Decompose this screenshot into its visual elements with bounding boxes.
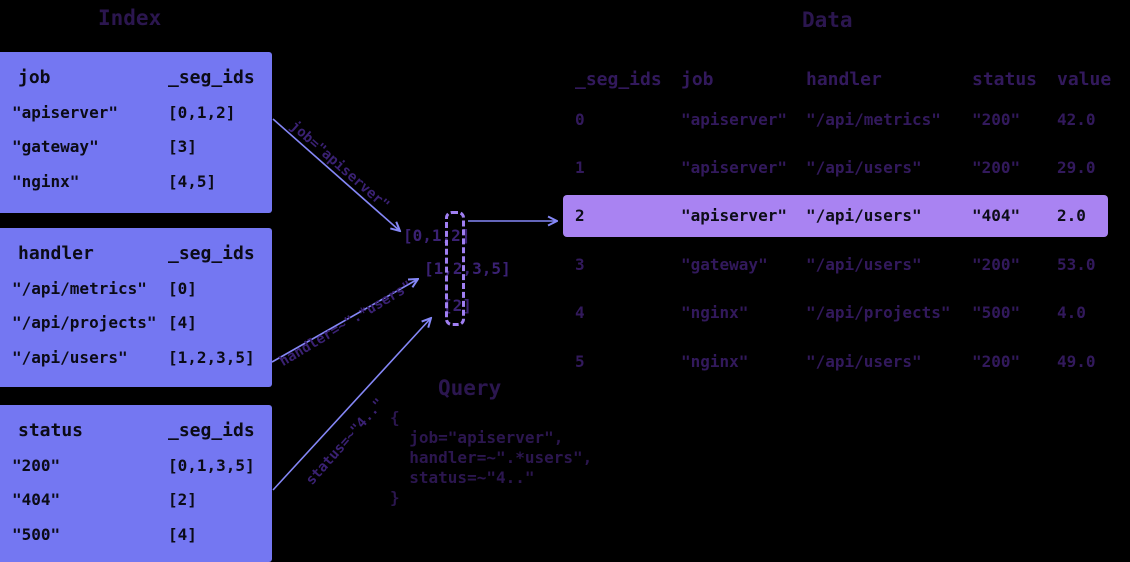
cell-handler: "/api/users" (806, 158, 922, 177)
table-row: 4 "nginx" "/api/projects" "500" 4.0 (563, 292, 1108, 334)
cell-status: "200" (972, 158, 1021, 177)
cell-value: 4.0 (1057, 303, 1086, 322)
table-row: 1 "apiserver" "/api/users" "200" 29.0 (563, 147, 1108, 189)
cell-status: "404" (972, 206, 1021, 225)
cell-handler: "/api/users" (806, 206, 922, 225)
cell-status: "200" (972, 352, 1021, 371)
box-key-header: handler (18, 243, 94, 264)
index-row-ids: [2] (168, 490, 197, 509)
arrow-job-lookup (272, 118, 400, 231)
index-row-ids: [0,1,2] (168, 103, 236, 122)
cell-value: 42.0 (1057, 110, 1096, 129)
data-table: _seg_ids job handler status value 0 "api… (563, 62, 1112, 387)
box-seg-header: _seg_ids (168, 67, 255, 88)
index-row-key: "500" (12, 525, 61, 544)
intersection-list-job: [0,1,2] (403, 226, 471, 245)
cell-handler: "/api/metrics" (806, 110, 941, 129)
col-header-seg-ids: _seg_ids (575, 69, 662, 90)
arrow-handler-lookup (271, 279, 418, 363)
index-row-ids: [4] (168, 313, 197, 332)
query-title: Query (438, 376, 502, 400)
index-row-key: "404" (12, 490, 61, 509)
index-row-key: "200" (12, 456, 61, 475)
cell-handler: "/api/projects" (806, 303, 951, 322)
box-seg-header: _seg_ids (168, 243, 255, 264)
cell-job: "nginx" (681, 352, 749, 371)
table-row: 5 "nginx" "/api/users" "200" 49.0 (563, 341, 1108, 383)
cell-value: 2.0 (1057, 206, 1086, 225)
index-row-ids: [0,1,3,5] (168, 456, 255, 475)
index-row-ids: [1,2,3,5] (168, 348, 255, 367)
cell-job: "nginx" (681, 303, 749, 322)
cell-job: "apiserver" (681, 110, 787, 129)
query-code: { job="apiserver", handler=~".*users", s… (390, 408, 593, 507)
table-row: 0 "apiserver" "/api/metrics" "200" 42.0 (563, 99, 1108, 141)
cell-seg-id: 0 (575, 110, 585, 129)
cell-value: 29.0 (1057, 158, 1096, 177)
cell-seg-id: 1 (575, 158, 585, 177)
cell-handler: "/api/users" (806, 255, 922, 274)
cell-job: "gateway" (681, 255, 768, 274)
index-box-job: job _seg_ids "apiserver" [0,1,2] "gatewa… (0, 52, 272, 213)
cell-handler: "/api/users" (806, 352, 922, 371)
cell-value: 53.0 (1057, 255, 1096, 274)
index-title: Index (98, 6, 162, 30)
col-header-handler: handler (806, 69, 882, 90)
index-box-handler: handler _seg_ids "/api/metrics" [0] "/ap… (0, 228, 272, 387)
cell-seg-id: 5 (575, 352, 585, 371)
cell-value: 49.0 (1057, 352, 1096, 371)
index-row-key: "apiserver" (12, 103, 118, 122)
cell-job: "apiserver" (681, 158, 787, 177)
table-header-row: _seg_ids job handler status value (563, 62, 1112, 98)
cell-status: "200" (972, 255, 1021, 274)
cell-seg-id: 4 (575, 303, 585, 322)
table-row-highlighted: 2 "apiserver" "/api/users" "404" 2.0 (563, 195, 1108, 237)
table-row: 3 "gateway" "/api/users" "200" 53.0 (563, 244, 1108, 286)
arrow-status-lookup (272, 318, 431, 491)
intersection-dashed-box (445, 211, 465, 326)
cell-status: "500" (972, 303, 1021, 322)
index-row-ids: [4] (168, 525, 197, 544)
index-row-ids: [3] (168, 137, 197, 156)
index-box-status: status _seg_ids "200" [0,1,3,5] "404" [2… (0, 405, 272, 562)
index-row-ids: [4,5] (168, 172, 217, 191)
index-row-key: "nginx" (12, 172, 80, 191)
box-seg-header: _seg_ids (168, 420, 255, 441)
index-row-key: "/api/projects" (12, 313, 157, 332)
col-header-value: value (1057, 69, 1112, 90)
col-header-job: job (681, 69, 714, 90)
box-key-header: status (18, 420, 84, 441)
cell-seg-id: 3 (575, 255, 585, 274)
index-row-key: "/api/users" (12, 348, 128, 367)
intersection-list-handler: [1,2,3,5] (424, 259, 511, 278)
cell-seg-id: 2 (575, 206, 585, 225)
data-title: Data (802, 8, 853, 32)
cell-job: "apiserver" (681, 206, 787, 225)
index-row-key: "gateway" (12, 137, 99, 156)
col-header-status: status (972, 69, 1038, 90)
cell-status: "200" (972, 110, 1021, 129)
index-row-ids: [0] (168, 279, 197, 298)
index-row-key: "/api/metrics" (12, 279, 147, 298)
box-key-header: job (18, 67, 51, 88)
